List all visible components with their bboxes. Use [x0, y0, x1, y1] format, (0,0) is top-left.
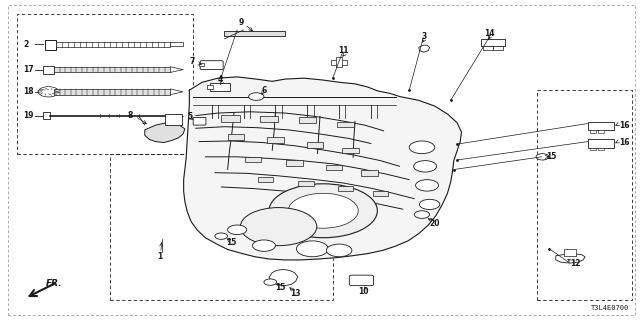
- Bar: [170, 42, 183, 46]
- Bar: [225, 31, 285, 36]
- Text: 2: 2: [23, 40, 28, 49]
- Bar: [598, 148, 604, 150]
- Bar: [228, 134, 244, 140]
- Text: 20: 20: [429, 219, 440, 228]
- Text: T3L4E0700: T3L4E0700: [591, 305, 629, 311]
- Bar: [245, 156, 261, 162]
- Bar: [54, 67, 170, 72]
- Circle shape: [269, 184, 378, 238]
- Text: 13: 13: [290, 289, 301, 298]
- Bar: [483, 46, 493, 50]
- Bar: [588, 122, 614, 131]
- Text: 5: 5: [188, 112, 193, 121]
- Bar: [342, 148, 359, 153]
- Polygon shape: [184, 77, 461, 260]
- Bar: [337, 122, 354, 127]
- Text: 19: 19: [23, 111, 33, 120]
- Circle shape: [215, 233, 228, 239]
- Bar: [336, 57, 342, 68]
- Circle shape: [296, 241, 328, 257]
- Polygon shape: [269, 269, 298, 286]
- Circle shape: [536, 154, 548, 160]
- Bar: [298, 181, 314, 186]
- Bar: [199, 63, 204, 67]
- Text: 7: 7: [189, 57, 195, 66]
- Text: 17: 17: [23, 65, 34, 74]
- Circle shape: [228, 225, 246, 235]
- Circle shape: [326, 244, 352, 257]
- Bar: [493, 46, 503, 50]
- Text: 15: 15: [546, 152, 557, 161]
- Text: 6: 6: [261, 86, 267, 95]
- Bar: [286, 160, 303, 166]
- Text: 8: 8: [127, 111, 133, 120]
- Circle shape: [248, 93, 264, 100]
- Circle shape: [288, 193, 358, 228]
- Circle shape: [415, 180, 438, 191]
- Text: 15: 15: [275, 283, 286, 292]
- Circle shape: [419, 199, 440, 210]
- Bar: [589, 130, 596, 133]
- Text: 16: 16: [620, 138, 630, 147]
- Circle shape: [241, 208, 317, 246]
- Bar: [481, 38, 505, 46]
- Circle shape: [38, 87, 59, 97]
- FancyBboxPatch shape: [193, 117, 206, 125]
- Text: 12: 12: [570, 259, 580, 268]
- Polygon shape: [419, 45, 429, 52]
- Text: 11: 11: [338, 46, 348, 55]
- Circle shape: [414, 211, 429, 218]
- Bar: [267, 138, 284, 143]
- Bar: [43, 66, 54, 74]
- Text: 18: 18: [23, 87, 34, 96]
- FancyBboxPatch shape: [349, 275, 374, 286]
- Bar: [45, 40, 56, 50]
- Polygon shape: [556, 253, 585, 263]
- Bar: [258, 177, 273, 182]
- Bar: [362, 171, 378, 176]
- Text: 10: 10: [358, 287, 369, 296]
- Circle shape: [252, 240, 275, 252]
- Text: 4: 4: [218, 75, 223, 84]
- Bar: [332, 60, 347, 65]
- Bar: [164, 114, 182, 125]
- Circle shape: [409, 141, 435, 154]
- Bar: [588, 140, 614, 148]
- Text: 9: 9: [239, 19, 244, 28]
- Text: 3: 3: [422, 32, 428, 41]
- Bar: [598, 130, 604, 133]
- Bar: [373, 191, 388, 196]
- FancyBboxPatch shape: [200, 61, 223, 69]
- Circle shape: [264, 279, 276, 285]
- Bar: [299, 117, 316, 123]
- Bar: [307, 142, 323, 148]
- Bar: [43, 112, 51, 119]
- Circle shape: [413, 161, 436, 172]
- Text: FR.: FR.: [46, 279, 63, 288]
- Bar: [207, 85, 213, 89]
- Text: 15: 15: [226, 238, 236, 247]
- Bar: [221, 115, 241, 122]
- Text: 1: 1: [157, 252, 162, 261]
- Bar: [54, 89, 170, 95]
- Bar: [260, 116, 278, 122]
- Text: 14: 14: [484, 28, 495, 38]
- Bar: [338, 186, 353, 191]
- Bar: [326, 165, 342, 171]
- Bar: [211, 83, 230, 91]
- Bar: [589, 148, 596, 150]
- Bar: [56, 42, 170, 47]
- Polygon shape: [145, 123, 185, 142]
- Bar: [564, 249, 575, 256]
- Text: 16: 16: [620, 121, 630, 130]
